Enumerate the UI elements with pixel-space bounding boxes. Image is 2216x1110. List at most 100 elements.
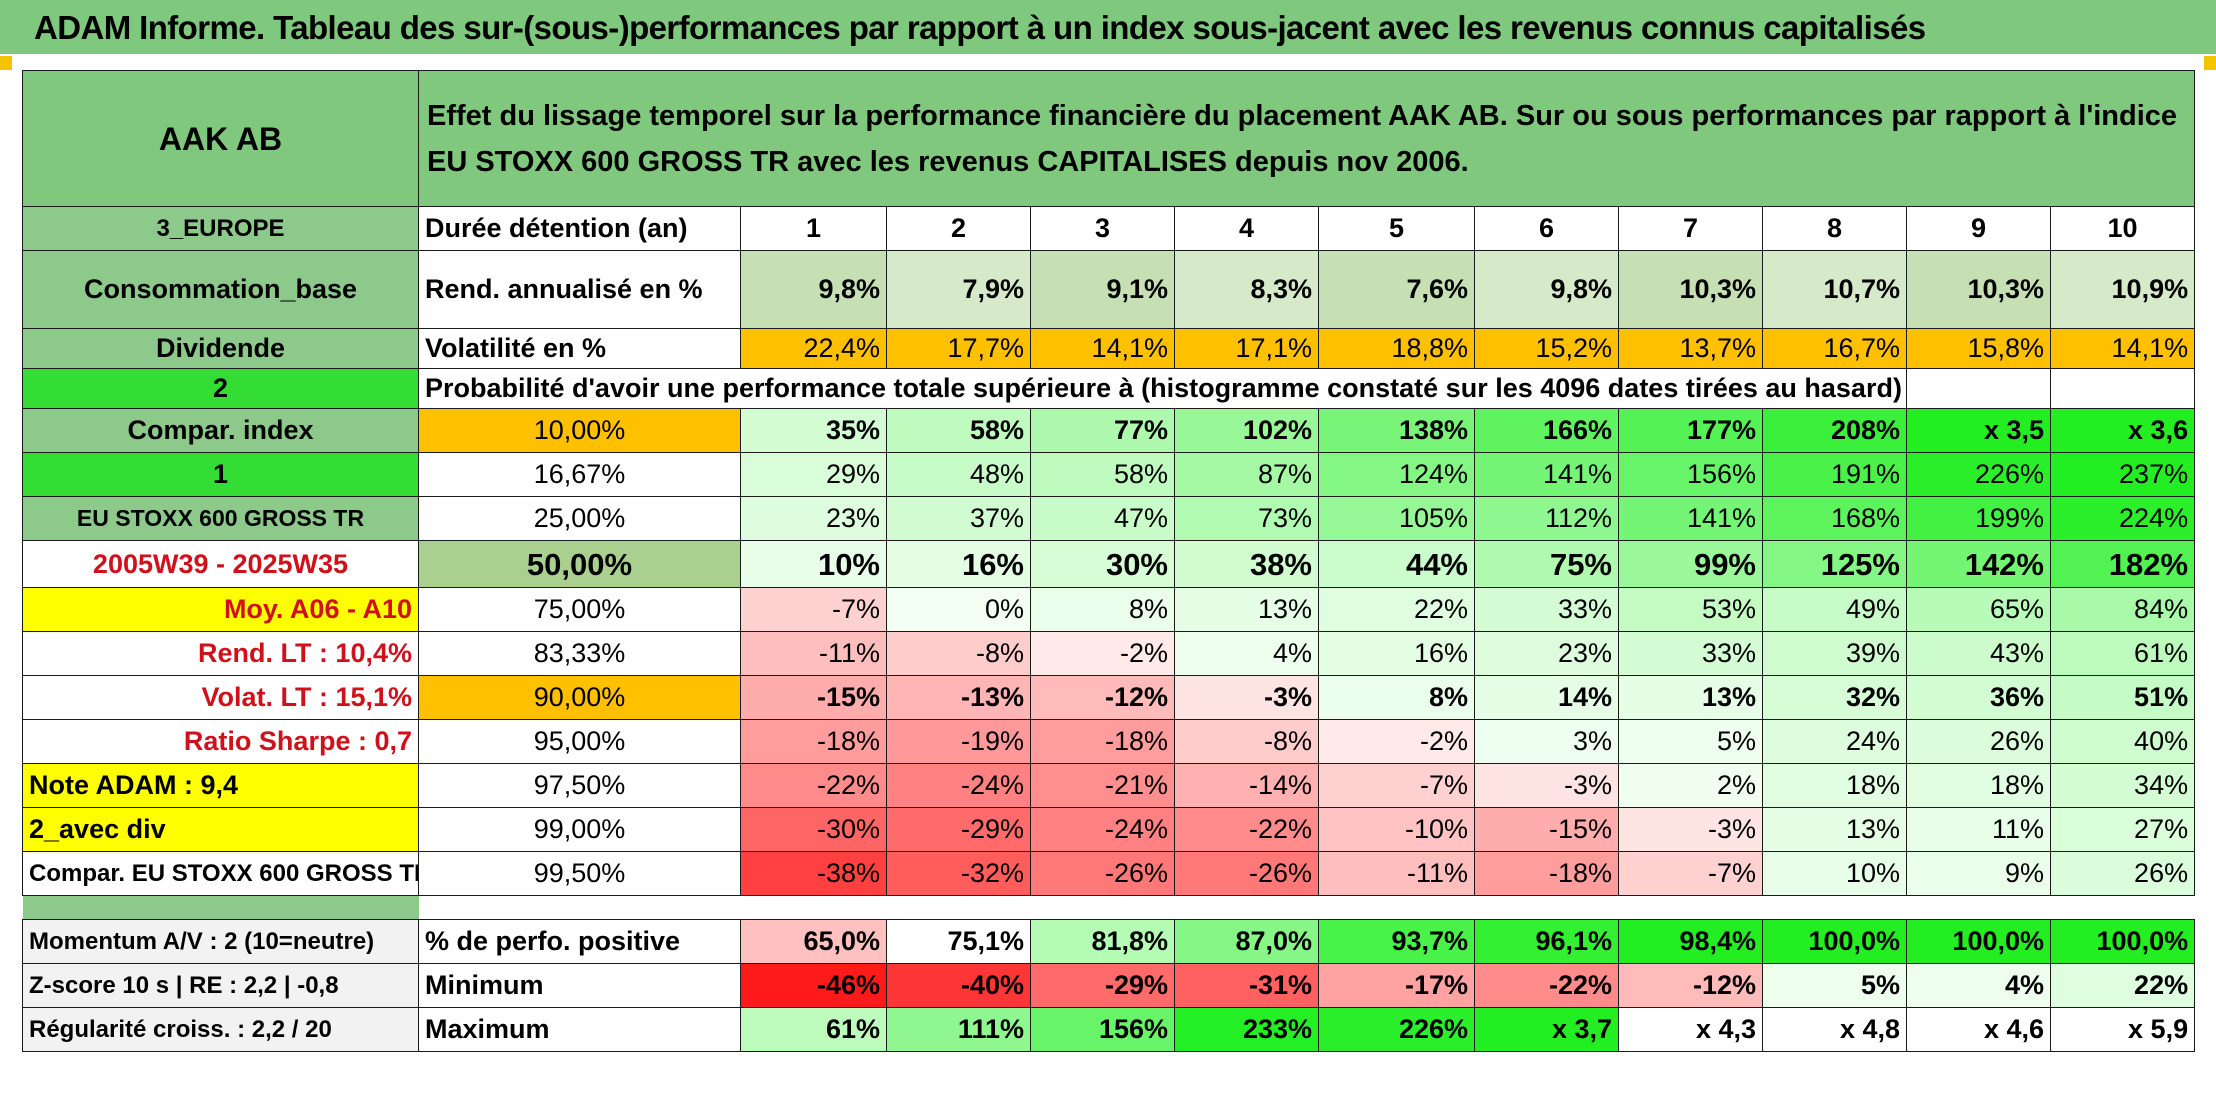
zscore-label: Z-score 10 s | RE : 2,2 | -0,8	[22, 963, 419, 1008]
quantile-value: -22%	[740, 763, 887, 808]
quantile-value: -32%	[886, 851, 1031, 896]
maximum-value: 156%	[1030, 1007, 1175, 1052]
moy-label: Moy. A06 - A10	[22, 587, 419, 632]
quantile-row: Ratio Sharpe : 0,7 95,00% -18% -19% -18% -8% -…	[22, 719, 2196, 764]
maximum-value: x 4,6	[1906, 1007, 2051, 1052]
quantile-value: -3%	[1474, 763, 1619, 808]
quantile-value: 37%	[886, 496, 1031, 541]
quantile-value: 166%	[1474, 408, 1619, 453]
quantile-value: 49%	[1762, 587, 1907, 632]
minimum-value: -31%	[1174, 963, 1319, 1008]
quantile-value: 77%	[1030, 408, 1175, 453]
separator-green	[22, 895, 419, 920]
positive-value: 93,7%	[1318, 919, 1475, 964]
quantile-value: 44%	[1318, 540, 1475, 588]
quantile-value: 84%	[2049, 587, 2196, 632]
index-name-label: EU STOXX 600 GROSS TR	[22, 496, 419, 541]
quantile-value: 2%	[1618, 763, 1763, 808]
rend-value: 8,3%	[1174, 250, 1319, 329]
quantile-row: Note ADAM : 9,4 97,50% -22% -24% -21% -14% -7%…	[22, 763, 2196, 808]
maximum-label: Maximum	[418, 1007, 741, 1052]
quantile-row: 2005W39 - 2025W35 50,00% 10% 16% 30% 38% 44% 75…	[22, 540, 2196, 588]
quantile-value: -15%	[1474, 807, 1619, 852]
rend-value: 9,8%	[740, 250, 887, 329]
title-bar: ADAM Informe. Tableau des sur-(sous-)per…	[0, 0, 2216, 56]
quantile-value: -22%	[1174, 807, 1319, 852]
quantile-level: 90,00%	[418, 675, 741, 720]
quantile-value: -18%	[740, 719, 887, 764]
positive-value: 81,8%	[1030, 919, 1175, 964]
vol-value: 16,7%	[1762, 328, 1907, 369]
quantile-value: -8%	[1174, 719, 1319, 764]
performance-table: AAK AB Effet du lissage temporel sur la p…	[22, 70, 2196, 1052]
quantile-value: 105%	[1318, 496, 1475, 541]
quantile-value: 8%	[1030, 587, 1175, 632]
duration-header: 1	[740, 206, 887, 251]
quantile-value: x 3,5	[1906, 408, 2051, 453]
duration-header: 4	[1174, 206, 1319, 251]
quantile-value: 112%	[1474, 496, 1619, 541]
quantile-value: 177%	[1618, 408, 1763, 453]
quantile-value: -18%	[1474, 851, 1619, 896]
quantile-value: 26%	[1906, 719, 2051, 764]
quantile-value: 99%	[1618, 540, 1763, 588]
compar-full-label: Compar. EU STOXX 600 GROSS TR	[22, 851, 419, 896]
quantile-value: -10%	[1318, 807, 1475, 852]
note-label: Note ADAM : 9,4	[22, 763, 419, 808]
category-label: Dividende	[22, 328, 419, 369]
positive-value: 96,1%	[1474, 919, 1619, 964]
quantile-value: 226%	[1906, 452, 2051, 497]
quantile-value: -11%	[740, 631, 887, 676]
quantile-level: 99,50%	[418, 851, 741, 896]
quantile-value: 29%	[740, 452, 887, 497]
period-label: 2005W39 - 2025W35	[22, 540, 419, 588]
quantile-value: 73%	[1174, 496, 1319, 541]
quantile-value: 16%	[886, 540, 1031, 588]
quantile-value: 51%	[2049, 675, 2196, 720]
region-label: 3_EUROPE	[22, 206, 419, 251]
code1-label: 1	[22, 452, 419, 497]
maximum-value: x 5,9	[2049, 1007, 2196, 1052]
sharpe-label: Ratio Sharpe : 0,7	[22, 719, 419, 764]
minimum-value: -12%	[1618, 963, 1763, 1008]
quantile-value: -2%	[1030, 631, 1175, 676]
quantile-value: 8%	[1318, 675, 1475, 720]
maximum-value: 233%	[1174, 1007, 1319, 1052]
quantile-value: 36%	[1906, 675, 2051, 720]
header-description: Effet du lissage temporel sur la perform…	[417, 70, 2196, 207]
duration-label: Durée détention (an)	[418, 206, 741, 251]
quantile-value: -7%	[1318, 763, 1475, 808]
vol-value: 18,8%	[1318, 328, 1475, 369]
quantile-value: 38%	[1174, 540, 1319, 588]
quantile-value: -30%	[740, 807, 887, 852]
quantile-value: 65%	[1906, 587, 2051, 632]
quantile-value: 9%	[1906, 851, 2051, 896]
momentum-label: Momentum A/V : 2 (10=neutre)	[22, 919, 419, 964]
minimum-value: 22%	[2049, 963, 2196, 1008]
quantile-row: Compar. EU STOXX 600 GROSS TR 99,50% -38% -…	[22, 851, 2196, 896]
quantile-value: 14%	[1474, 675, 1619, 720]
quantile-value: -13%	[886, 675, 1031, 720]
rend-value: 10,7%	[1762, 250, 1907, 329]
corner-marker-right	[2204, 56, 2216, 70]
maximum-value: x 3,7	[1474, 1007, 1619, 1052]
quantile-value: 0%	[886, 587, 1031, 632]
rend-value: 10,9%	[2049, 250, 2196, 329]
code2-label: 2	[22, 368, 419, 409]
proba-title: Probabilité d'avoir une performance tota…	[418, 368, 1907, 409]
quantile-value: 75%	[1474, 540, 1619, 588]
rend-value: 10,3%	[1906, 250, 2051, 329]
sector-label: Consommation_base	[22, 250, 419, 329]
quantile-value: 199%	[1906, 496, 2051, 541]
quantile-level: 97,50%	[418, 763, 741, 808]
duration-row: 3_EUROPE Durée détention (an) 1 2 3 4 5 6 7 8 9 10	[22, 206, 2196, 251]
quantile-level: 99,00%	[418, 807, 741, 852]
quantile-level: 83,33%	[418, 631, 741, 676]
quantile-value: 141%	[1474, 452, 1619, 497]
separator-blank	[419, 896, 2195, 920]
duration-header: 5	[1318, 206, 1475, 251]
quantile-row: 2_avec div 99,00% -30% -29% -24% -22% -10% -15%…	[22, 807, 2196, 852]
vol-row: Dividende Volatilité en % 22,4% 17,7% 14,1% 1…	[22, 328, 2196, 369]
vol-value: 13,7%	[1618, 328, 1763, 369]
vol-value: 22,4%	[740, 328, 887, 369]
